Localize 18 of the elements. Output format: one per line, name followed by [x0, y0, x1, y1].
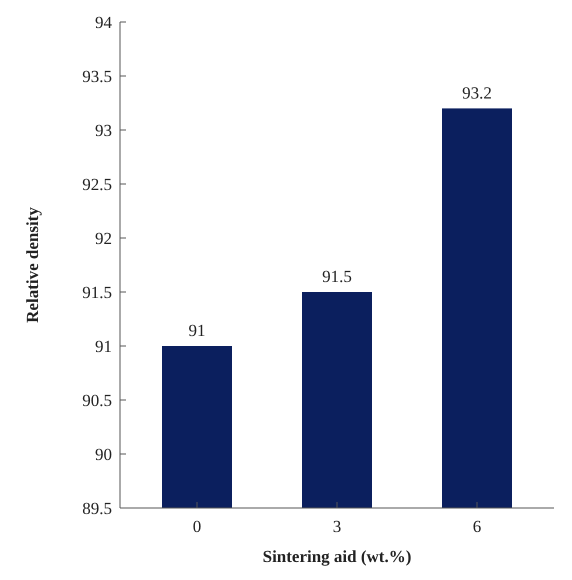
- y-tick-label: 93: [95, 120, 112, 140]
- data-label: 91: [188, 321, 206, 340]
- x-tick-label: 0: [192, 517, 202, 536]
- y-axis-title: Relative density: [23, 206, 42, 323]
- x-tick-label: 6: [472, 517, 482, 536]
- y-tick-label: 89.5: [82, 498, 112, 518]
- y-tick-label: 91.5: [82, 282, 112, 302]
- y-tick-label: 93.5: [82, 66, 112, 86]
- y-tick-label: 92: [95, 228, 112, 248]
- data-label: 93.2: [462, 83, 492, 102]
- y-tick-label: 91: [95, 336, 112, 356]
- y-tick-label: 92.5: [82, 174, 112, 194]
- x-axis-title: Sintering aid (wt.%): [262, 547, 412, 566]
- data-label: 91.5: [322, 267, 352, 286]
- x-tick-label: 3: [332, 517, 342, 536]
- y-tick-label: 90: [95, 444, 112, 464]
- y-tick-label: 94: [95, 12, 112, 32]
- y-tick-label: 90.5: [82, 390, 112, 410]
